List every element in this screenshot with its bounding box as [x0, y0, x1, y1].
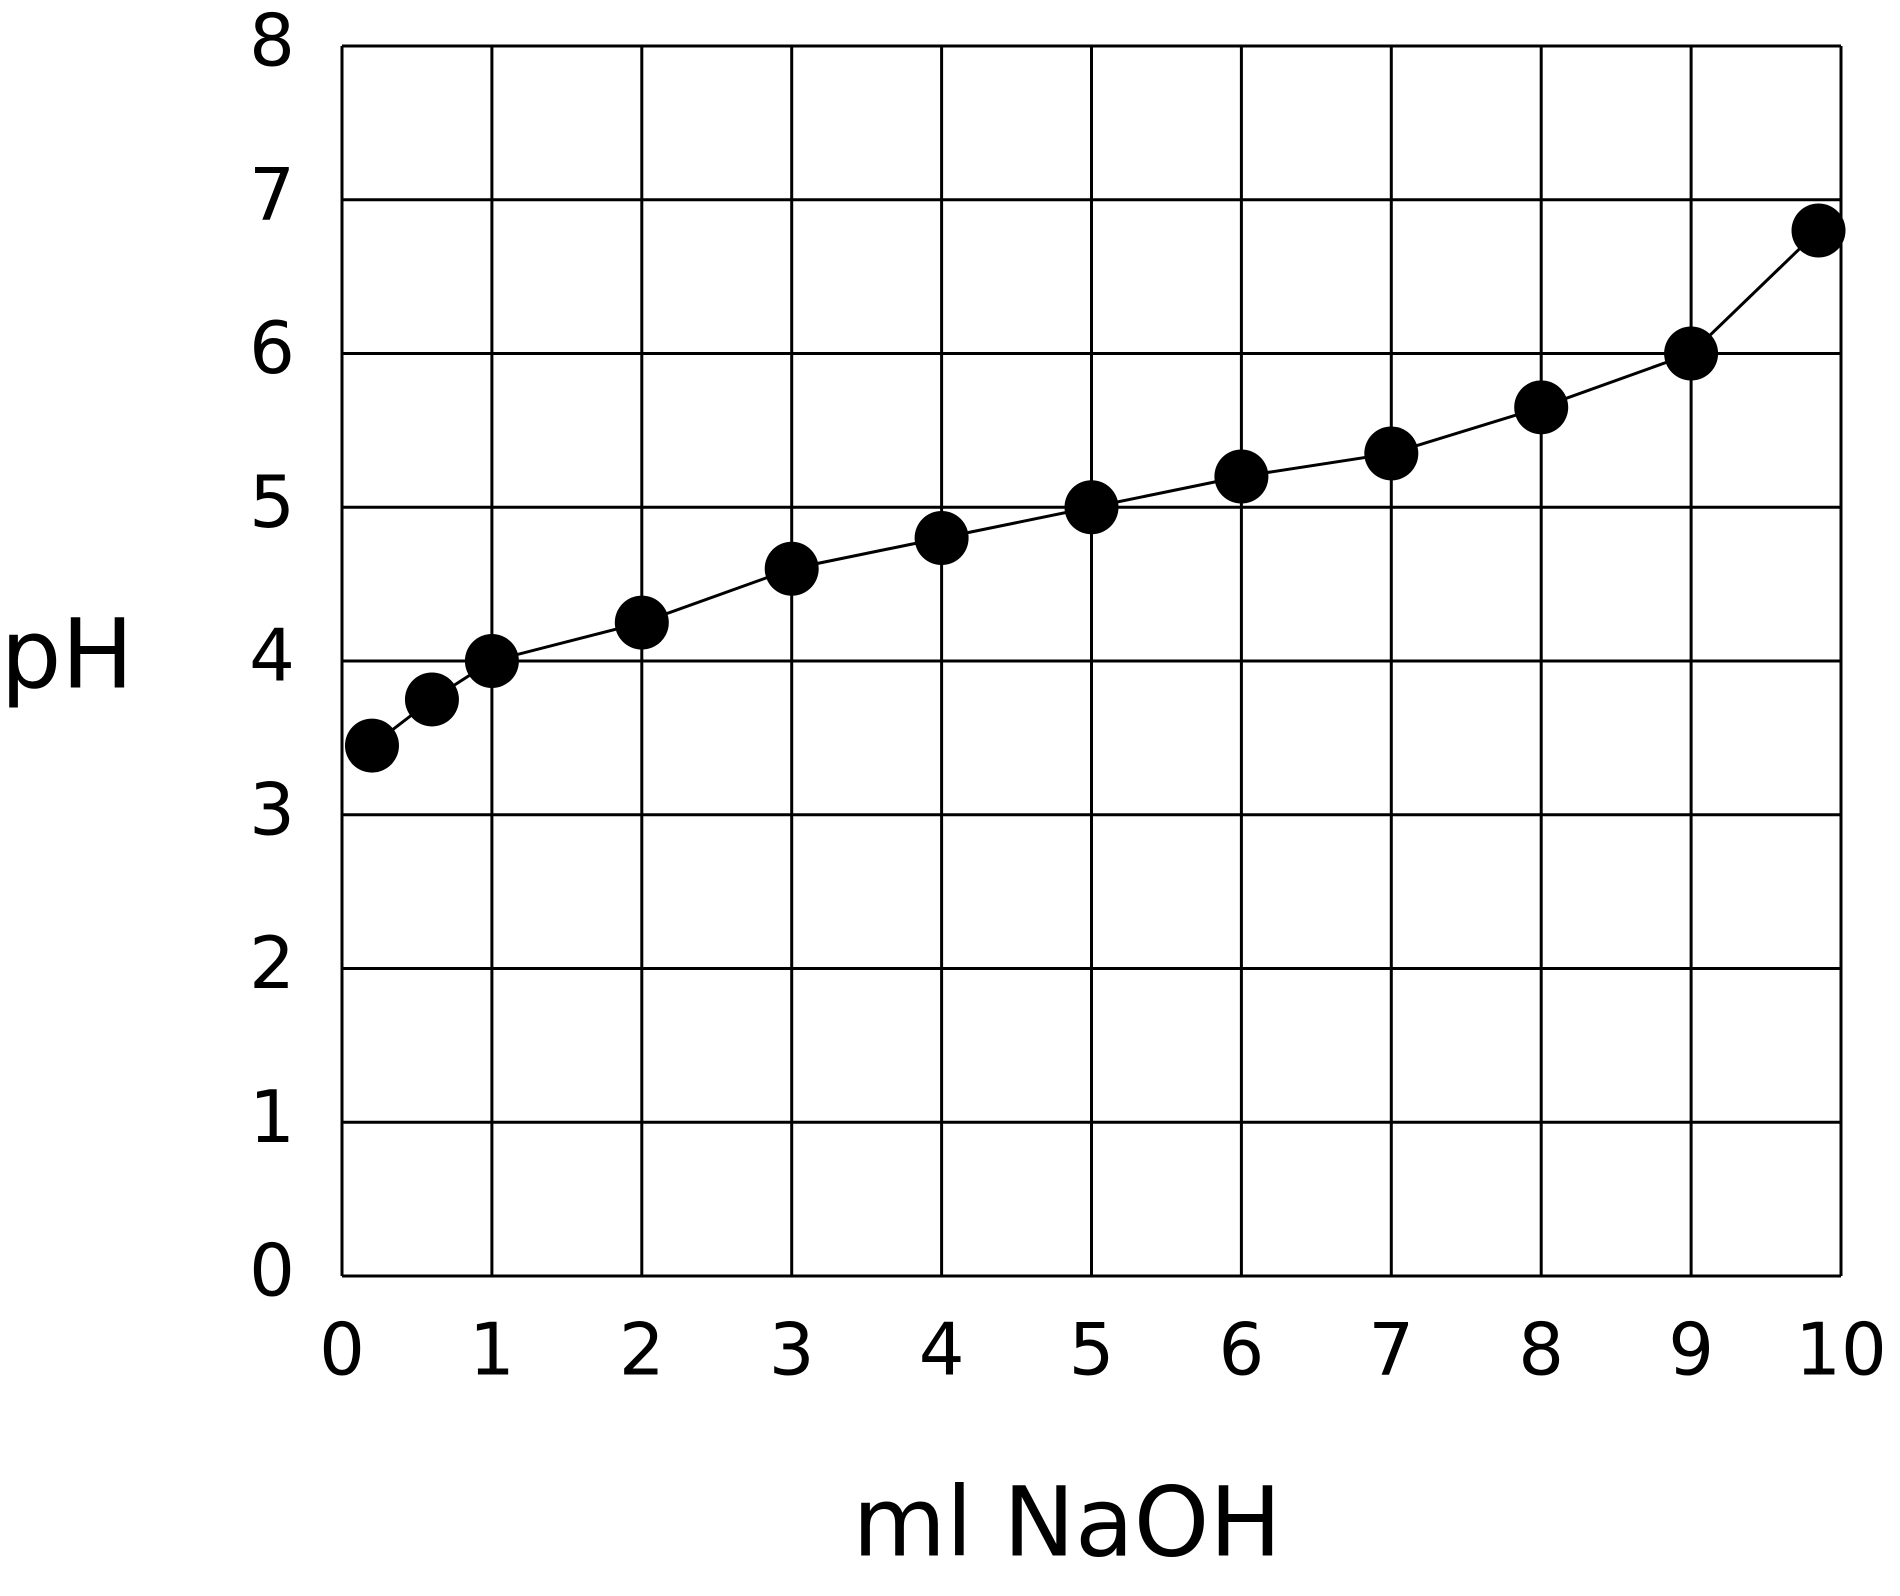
data-point — [764, 541, 819, 596]
y-tick-label: 5 — [249, 460, 295, 544]
data-point — [344, 718, 399, 773]
y-axis-label: pH — [0, 598, 133, 710]
data-point — [1791, 203, 1846, 258]
x-tick-label: 2 — [619, 1308, 665, 1392]
x-tick-label: 8 — [1518, 1308, 1564, 1392]
x-tick-label: 10 — [1795, 1308, 1887, 1392]
data-point — [404, 672, 459, 727]
y-tick-label: 6 — [249, 306, 295, 390]
y-tick-label: 4 — [249, 614, 295, 698]
data-point — [1214, 449, 1269, 504]
y-tick-label: 0 — [249, 1229, 295, 1313]
x-tick-label: 7 — [1368, 1308, 1414, 1392]
x-tick-label: 6 — [1218, 1308, 1264, 1392]
x-tick-label: 3 — [769, 1308, 815, 1392]
x-tick-label: 5 — [1069, 1308, 1115, 1392]
y-tick-label: 2 — [249, 921, 295, 1005]
y-tick-label: 3 — [249, 767, 295, 851]
data-point — [1364, 426, 1419, 481]
x-tick-label: 4 — [919, 1308, 965, 1392]
data-point — [464, 634, 519, 688]
x-tick-label: 9 — [1668, 1308, 1714, 1392]
data-point — [614, 595, 669, 650]
y-tick-label: 1 — [249, 1075, 295, 1159]
data-point — [1064, 480, 1119, 535]
y-tick-label: 8 — [249, 0, 295, 83]
data-point — [1514, 380, 1569, 435]
x-tick-label: 0 — [319, 1308, 365, 1392]
y-tick-label: 7 — [249, 152, 295, 236]
x-tick-label: 1 — [469, 1308, 515, 1392]
data-point — [1664, 326, 1719, 381]
data-point — [914, 511, 969, 565]
x-axis-label: ml NaOH — [852, 1466, 1281, 1578]
